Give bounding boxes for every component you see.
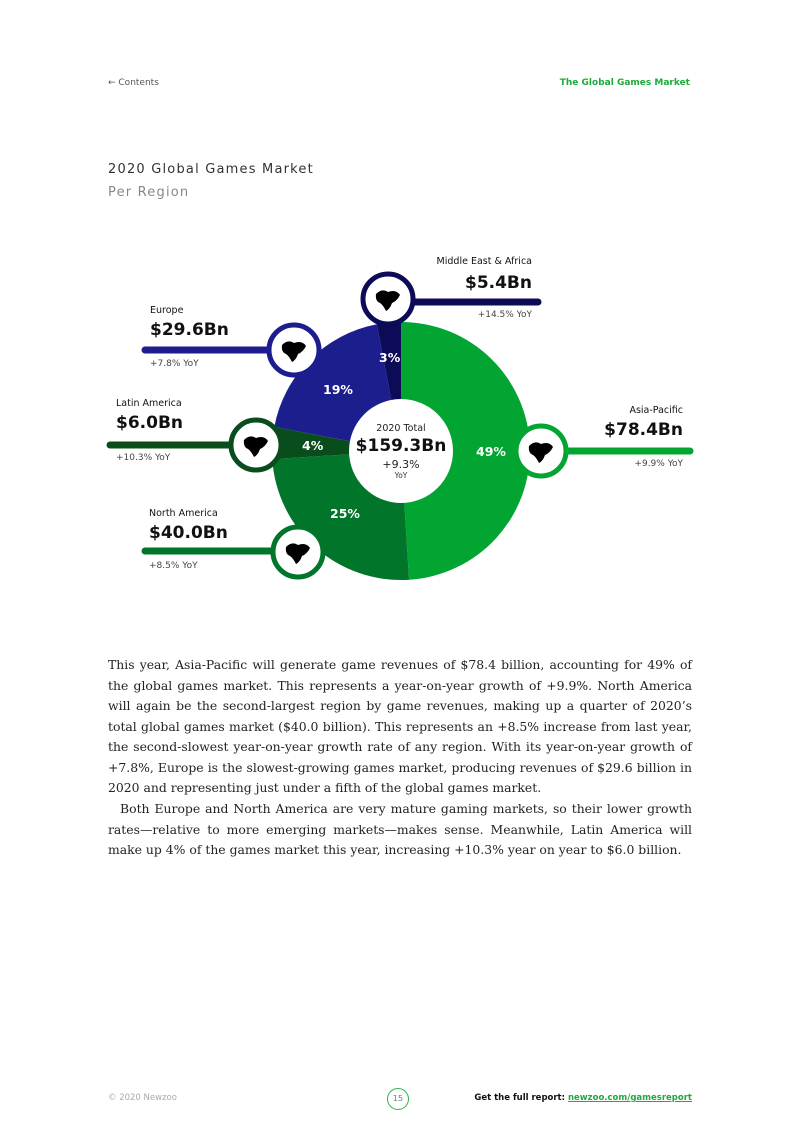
copyright: © 2020 Newzoo	[108, 1093, 177, 1103]
figure-subtitle: Per Region	[108, 185, 190, 200]
region-name: Latin America	[116, 398, 182, 409]
section-title: The Global Games Market	[559, 78, 690, 88]
callout-asia-pacific: Asia-Pacific $78.4Bn	[604, 405, 683, 440]
pct-europe: 19%	[323, 382, 353, 397]
pie-chart	[106, 271, 694, 580]
region-value: $78.4Bn	[604, 420, 683, 440]
callout-north-america: North America $40.0Bn	[149, 508, 228, 543]
contents-link[interactable]: ← Contents	[108, 78, 159, 88]
pie-slice-asia-pacific	[401, 322, 530, 580]
map-icon-north-america	[285, 543, 310, 564]
region-name: Asia-Pacific	[629, 405, 683, 416]
region-name: Middle East & Africa	[436, 256, 532, 267]
region-yoy: +10.3% YoY	[116, 453, 171, 463]
region-value: $40.0Bn	[149, 523, 228, 543]
total-growth: +9.3%	[382, 458, 420, 471]
map-icon-middle-east-africa	[375, 290, 400, 311]
map-icon-latin-america	[243, 436, 268, 457]
region-name: North America	[149, 508, 218, 519]
region-yoy: +8.5% YoY	[149, 561, 198, 571]
pct-middle-east-africa: 3%	[379, 350, 401, 365]
region-yoy: +7.8% YoY	[150, 359, 199, 369]
pct-latin-america: 4%	[302, 438, 324, 453]
callout-latin-america: Latin America $6.0Bn	[116, 398, 183, 433]
map-icon-asia-pacific	[528, 442, 553, 463]
report-link[interactable]: newzoo.com/gamesreport	[567, 1093, 692, 1103]
body-paragraph-2: Both Europe and North America are very m…	[108, 801, 692, 857]
region-value: $29.6Bn	[150, 320, 229, 340]
total-label: 2020 Total	[376, 423, 426, 434]
pie-center: 2020 Total $159.3Bn +9.3% YoY	[350, 423, 452, 480]
cta-text: Get the full report:	[474, 1093, 568, 1103]
map-icon-europe	[281, 341, 306, 362]
page-number: 15	[387, 1088, 409, 1110]
total-value: $159.3Bn	[355, 436, 447, 456]
pct-asia-pacific: 49%	[476, 444, 506, 459]
pct-north-america: 25%	[330, 506, 360, 521]
region-value: $5.4Bn	[464, 273, 532, 293]
region-value: $6.0Bn	[116, 413, 184, 433]
callout-europe: Europe $29.6Bn	[150, 305, 229, 340]
pie-center-hole	[349, 399, 453, 503]
region-yoy: +14.5% YoY	[477, 310, 532, 320]
footer-cta: Get the full report: newzoo.com/gamesrep…	[474, 1093, 692, 1103]
figure-title: 2020 Global Games Market	[108, 162, 314, 177]
callout-middle-east-africa: Middle East & Africa $5.4Bn	[437, 256, 532, 293]
region-name: Europe	[150, 305, 184, 316]
body-paragraph-1: This year, Asia-Pacific will generate ga…	[108, 657, 692, 795]
region-yoy: +9.9% YoY	[634, 459, 683, 469]
total-growth-unit: YoY	[394, 471, 408, 480]
